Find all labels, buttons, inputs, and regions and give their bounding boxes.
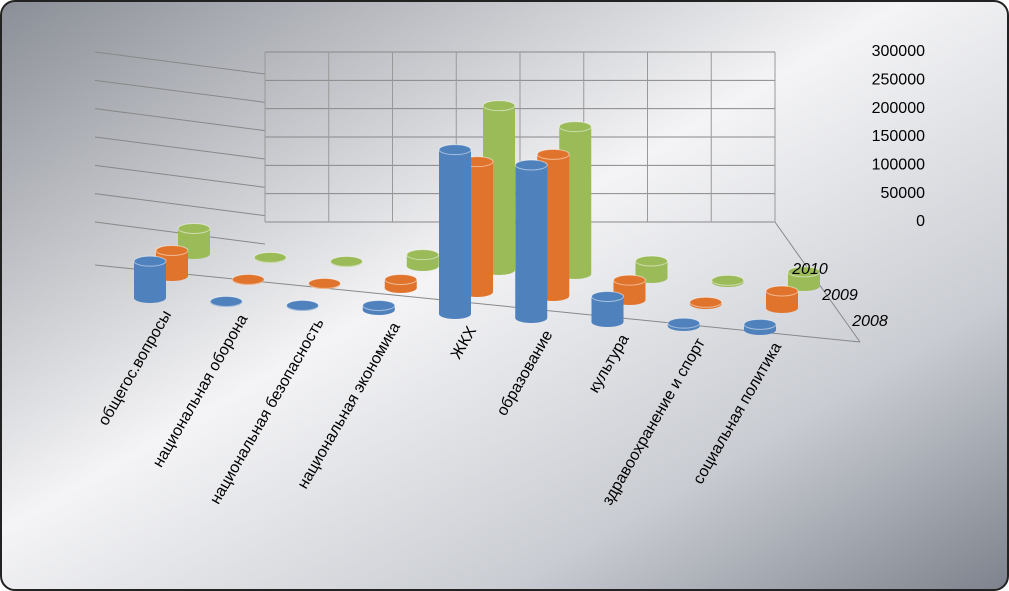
y-tick-label: 100000 — [872, 157, 925, 174]
cylinder-top — [406, 249, 440, 261]
depth-label: 2009 — [821, 287, 858, 304]
cylinder-top — [514, 159, 548, 171]
cylinder — [286, 299, 319, 311]
cylinder-bottom — [591, 317, 624, 327]
cylinder-body — [406, 254, 439, 266]
cylinder-top — [253, 251, 287, 263]
y-tick-label: 150000 — [872, 128, 925, 145]
cylinder — [308, 277, 341, 289]
cylinder-top — [591, 291, 624, 302]
cylinder-bottom — [406, 261, 439, 271]
cylinder — [689, 296, 723, 309]
cylinder — [711, 274, 745, 287]
cylinder-top — [308, 277, 341, 289]
y-tick-label: 200000 — [872, 100, 925, 117]
cylinder-top — [689, 296, 723, 308]
cylinder-top — [667, 317, 701, 329]
grid-line — [94, 136, 266, 160]
cylinder-body — [134, 261, 166, 298]
cylinder-top — [384, 274, 418, 285]
cylinder-bottom — [515, 313, 548, 323]
cylinder — [133, 255, 167, 303]
cylinder-top — [286, 299, 319, 311]
cylinder-top — [133, 255, 167, 267]
cylinder-top — [613, 274, 646, 286]
grid-line — [94, 193, 266, 217]
cylinder-top — [155, 245, 189, 256]
cylinder-top — [362, 299, 396, 311]
cylinder — [765, 285, 799, 313]
cylinder-bottom — [439, 309, 471, 319]
cylinder-top — [536, 148, 570, 160]
cylinder-top — [743, 318, 777, 330]
cylinder — [253, 251, 287, 263]
cylinder — [438, 144, 472, 319]
cylinder — [743, 318, 777, 335]
grid-line — [94, 51, 266, 75]
cylinder-bottom — [384, 283, 417, 293]
cylinder-top — [177, 223, 211, 234]
cylinder-top — [558, 121, 592, 133]
floor-edge — [94, 264, 861, 343]
cylinder — [384, 274, 418, 293]
cylinder-bottom — [134, 293, 166, 303]
cylinder — [406, 249, 440, 271]
cylinder-top — [482, 100, 516, 112]
cylinder-top — [330, 255, 363, 267]
cylinder — [362, 299, 396, 315]
cylinder — [330, 255, 363, 267]
cylinder — [667, 317, 701, 331]
cylinder-top — [438, 144, 472, 156]
grid-line — [94, 164, 266, 188]
y-tick-label: 50000 — [881, 185, 926, 202]
cylinder — [231, 273, 265, 285]
cylinder-bottom — [766, 303, 798, 313]
cylinder-top — [765, 285, 799, 297]
cylinder-body — [515, 165, 548, 318]
grid-line — [94, 108, 266, 132]
cylinder — [209, 295, 243, 307]
y-tick-label: 300000 — [872, 43, 925, 60]
cylinder-top — [635, 255, 668, 267]
grid-line — [94, 79, 266, 103]
y-tick-label: 0 — [916, 213, 925, 230]
y-tick-label: 250000 — [872, 72, 925, 89]
cylinder-body — [439, 149, 471, 314]
cylinder — [591, 291, 624, 327]
cylinder-top — [787, 266, 821, 278]
cylinder-top — [209, 295, 243, 307]
cylinder-top — [711, 274, 745, 286]
depth-label: 2008 — [851, 313, 888, 330]
cylinder — [514, 159, 548, 323]
cylinder-top — [231, 273, 265, 285]
depth-label: 2010 — [791, 261, 828, 278]
